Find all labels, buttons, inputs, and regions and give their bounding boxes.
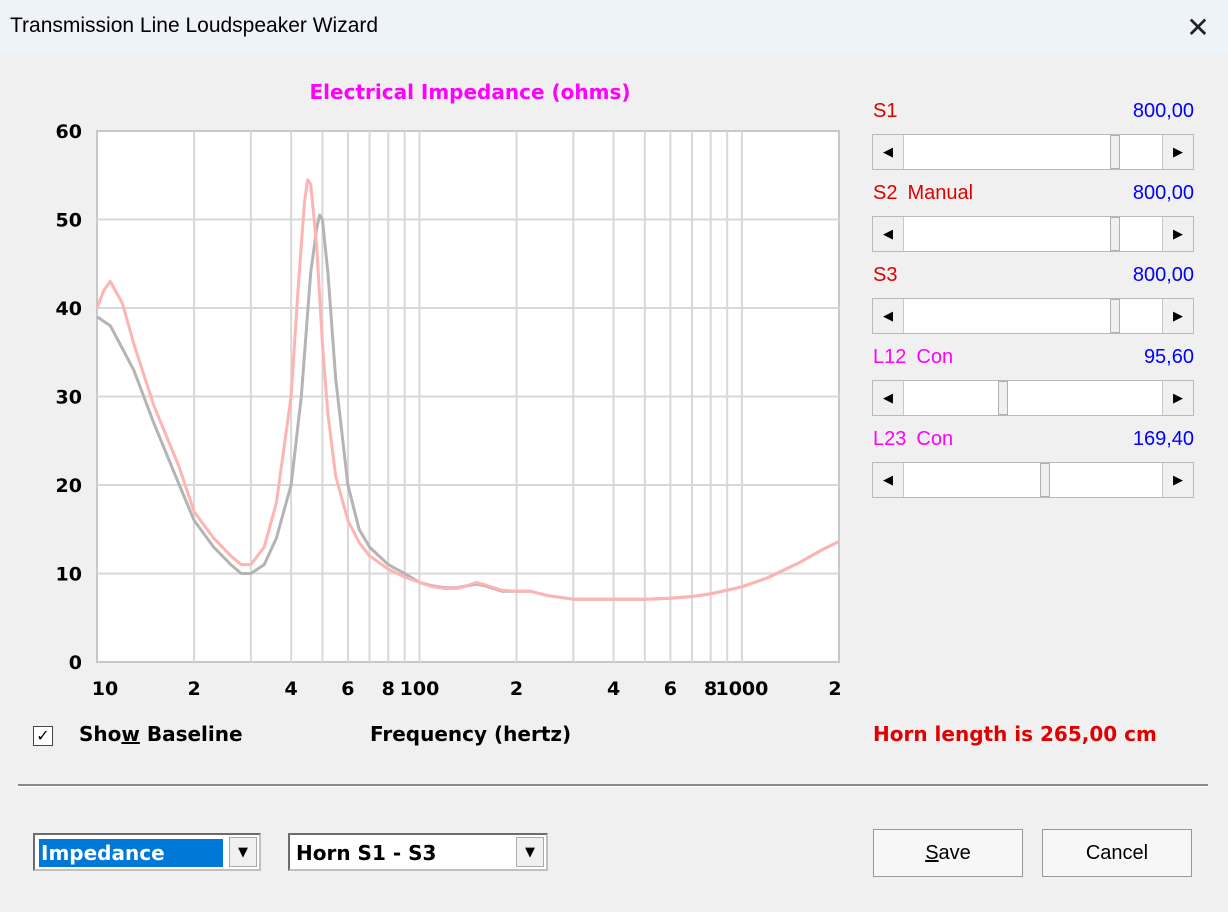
x-tick-label: 6	[664, 678, 677, 700]
scroll-left-icon[interactable]: ◀	[873, 463, 904, 497]
x-tick-label: 4	[607, 678, 620, 700]
x-tick-label: 10	[92, 678, 118, 700]
mode-select-value: Impedance	[39, 839, 223, 867]
param-label-l23: L23 Con	[873, 428, 954, 450]
param-label-l12: L12 Con	[873, 346, 954, 368]
x-axis-label: Frequency (hertz)	[370, 722, 572, 746]
x-tick-label: 6	[341, 678, 354, 700]
divider	[18, 784, 1208, 787]
param-value-l23: 169,40	[1132, 428, 1194, 450]
param-label-s2: S2 Manual	[873, 182, 974, 204]
x-tick-label: 100	[400, 678, 440, 700]
param-slider-s3[interactable]: ◀ ▶	[872, 298, 1194, 334]
param-slider-s1[interactable]: ◀ ▶	[872, 134, 1194, 170]
y-tick-label: 30	[56, 387, 82, 409]
x-tick-label: 1000	[715, 678, 768, 700]
scroll-left-icon[interactable]: ◀	[873, 299, 904, 333]
show-baseline-label[interactable]: Show Baseline	[79, 722, 243, 746]
scroll-right-icon[interactable]: ▶	[1162, 463, 1193, 497]
chevron-down-icon[interactable]: ▼	[516, 837, 544, 867]
param-value-l12: 95,60	[1143, 346, 1194, 368]
y-tick-labels: 0 10 20 30 40 50 60	[56, 121, 82, 674]
param-slider-s2[interactable]: ◀ ▶	[872, 216, 1194, 252]
slider-thumb[interactable]	[1040, 463, 1051, 497]
param-slider-l23[interactable]: ◀ ▶	[872, 462, 1194, 498]
horn-select-value: Horn S1 - S3	[296, 841, 437, 865]
y-tick-label: 10	[56, 564, 82, 586]
horn-length-text: Horn length is 265,00 cm	[873, 722, 1157, 746]
slider-thumb[interactable]	[998, 381, 1009, 415]
param-label-s1: S1	[873, 100, 898, 122]
scroll-left-icon[interactable]: ◀	[873, 381, 904, 415]
scroll-left-icon[interactable]: ◀	[873, 217, 904, 251]
scroll-right-icon[interactable]: ▶	[1162, 299, 1193, 333]
chart-grid	[97, 131, 839, 662]
scroll-right-icon[interactable]: ▶	[1162, 381, 1193, 415]
title-bar: Transmission Line Loudspeaker Wizard ✕	[0, 0, 1228, 54]
slider-thumb[interactable]	[1109, 217, 1120, 251]
x-tick-label: 2	[510, 678, 523, 700]
slider-thumb[interactable]	[1109, 135, 1120, 169]
scroll-right-icon[interactable]: ▶	[1162, 135, 1193, 169]
horn-select[interactable]: Horn S1 - S3 ▼	[288, 833, 548, 871]
y-tick-label: 40	[56, 298, 82, 320]
y-tick-label: 20	[56, 475, 82, 497]
window-title: Transmission Line Loudspeaker Wizard	[10, 14, 379, 37]
y-tick-label: 50	[56, 210, 82, 232]
chevron-down-icon[interactable]: ▼	[229, 837, 257, 867]
show-baseline-checkbox[interactable]: ✓	[33, 726, 53, 746]
param-value-s2: 800,00	[1132, 182, 1194, 204]
chart-series	[95, 178, 840, 601]
slider-thumb[interactable]	[1109, 299, 1120, 333]
chart-title: Electrical Impedance (ohms)	[309, 80, 631, 104]
x-tick-label: 4	[285, 678, 298, 700]
x-tick-label: 2	[828, 678, 841, 700]
scroll-right-icon[interactable]: ▶	[1162, 217, 1193, 251]
x-tick-label: 8	[382, 678, 395, 700]
checkmark-icon: ✓	[36, 726, 50, 745]
x-tick-label: 2	[187, 678, 200, 700]
series-line-current	[95, 178, 840, 601]
param-value-s3: 800,00	[1132, 264, 1194, 286]
cancel-button[interactable]: Cancel	[1042, 829, 1192, 877]
y-tick-label: 60	[56, 121, 82, 143]
mode-select[interactable]: Impedance ▼	[33, 833, 261, 871]
param-slider-l12[interactable]: ◀ ▶	[872, 380, 1194, 416]
param-label-s3: S3	[873, 264, 898, 286]
close-icon[interactable]: ✕	[1186, 10, 1210, 44]
y-tick-label: 0	[69, 652, 82, 674]
scroll-left-icon[interactable]: ◀	[873, 135, 904, 169]
param-value-s1: 800,00	[1132, 100, 1194, 122]
x-tick-label: 8	[704, 678, 717, 700]
